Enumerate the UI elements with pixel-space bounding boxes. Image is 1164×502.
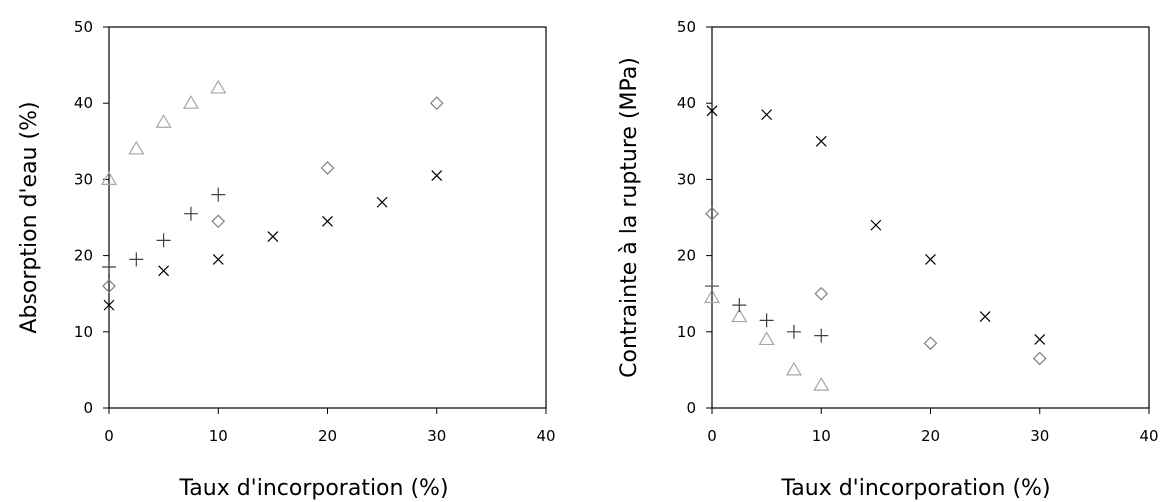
y-tick-label: 20 [677, 247, 696, 265]
chart-right: 0 10 20 30 40 0 10 20 30 40 50 Taux d'incorporation… [617, 18, 1159, 501]
cross-marker [103, 299, 115, 311]
x-tick-label: 40 [1139, 427, 1158, 445]
y-tick-label: 50 [74, 18, 93, 36]
x-tick-label: 10 [812, 427, 831, 445]
y-tick-label: 20 [74, 247, 93, 265]
x-axis-title: Taux d'incorporation (%) [178, 476, 448, 501]
triangle-marker [182, 95, 199, 109]
plus-marker [705, 279, 719, 294]
y-tick-label: 40 [74, 94, 93, 112]
diamond-marker [429, 96, 444, 111]
cross-marker [925, 253, 936, 265]
plot-frame [108, 26, 547, 409]
diamond-marker [211, 214, 226, 229]
cross-marker [158, 265, 170, 277]
x-tick-label: 0 [707, 427, 717, 445]
plus-marker [183, 206, 198, 221]
y-tick-label: 30 [74, 170, 93, 188]
triangle-marker [785, 361, 802, 376]
diamond-marker [814, 286, 829, 301]
y-axis-title: Contrainte à la rupture (MPa) [617, 57, 642, 378]
diamond-marker [1032, 351, 1047, 366]
plus-marker [102, 260, 116, 275]
x-tick-label: 20 [318, 427, 337, 445]
triangle-marker [100, 171, 118, 185]
cross-marker [267, 231, 279, 242]
plus-marker [211, 187, 226, 202]
cross-marker [1034, 333, 1046, 345]
cross-marker [815, 135, 827, 147]
triangle-marker [758, 331, 775, 346]
cross-marker [322, 215, 333, 227]
y-tick-label: 10 [74, 323, 93, 341]
y-tick-label: 40 [677, 94, 696, 112]
x-tick-label: 0 [104, 427, 114, 445]
cross-marker [376, 196, 388, 208]
plus-marker [129, 252, 144, 267]
plot-frame [711, 26, 1150, 409]
diamond-marker [705, 206, 719, 221]
cross-marker [431, 170, 443, 182]
triangle-marker [155, 114, 172, 128]
cross-marker [212, 253, 224, 265]
y-tick-label: 10 [677, 323, 696, 341]
cross-marker [979, 311, 991, 322]
diamond-marker [320, 161, 335, 175]
x-tick-label: 20 [921, 427, 940, 445]
x-axis-title: Taux d'incorporation (%) [780, 476, 1050, 501]
x-tick-label: 10 [209, 427, 228, 445]
cross-marker [706, 105, 718, 117]
plus-marker [156, 233, 171, 248]
triangle-marker [210, 79, 227, 94]
y-tick-label: 50 [677, 18, 696, 36]
plus-marker [786, 324, 801, 339]
cross-marker [870, 219, 882, 231]
plus-marker [814, 328, 829, 343]
y-tick-label: 30 [677, 170, 696, 188]
triangle-marker [813, 376, 830, 391]
x-tick-label: 30 [427, 427, 446, 445]
triangle-marker [731, 308, 748, 323]
cross-marker [761, 109, 773, 121]
diamond-marker [102, 279, 116, 293]
y-tick-label: 0 [686, 399, 696, 417]
diamond-marker [923, 336, 938, 351]
plus-marker [759, 313, 774, 328]
x-tick-label: 40 [536, 427, 555, 445]
x-tick-label: 30 [1030, 427, 1049, 445]
chart-left: 0 10 20 30 40 0 10 20 30 40 50 Taux d'incorporation… [17, 18, 556, 501]
triangle-marker [128, 140, 145, 155]
y-tick-label: 0 [83, 399, 93, 417]
y-axis-title: Absorption d'eau (%) [17, 101, 42, 333]
plus-marker [732, 298, 747, 313]
triangle-marker [703, 289, 721, 304]
